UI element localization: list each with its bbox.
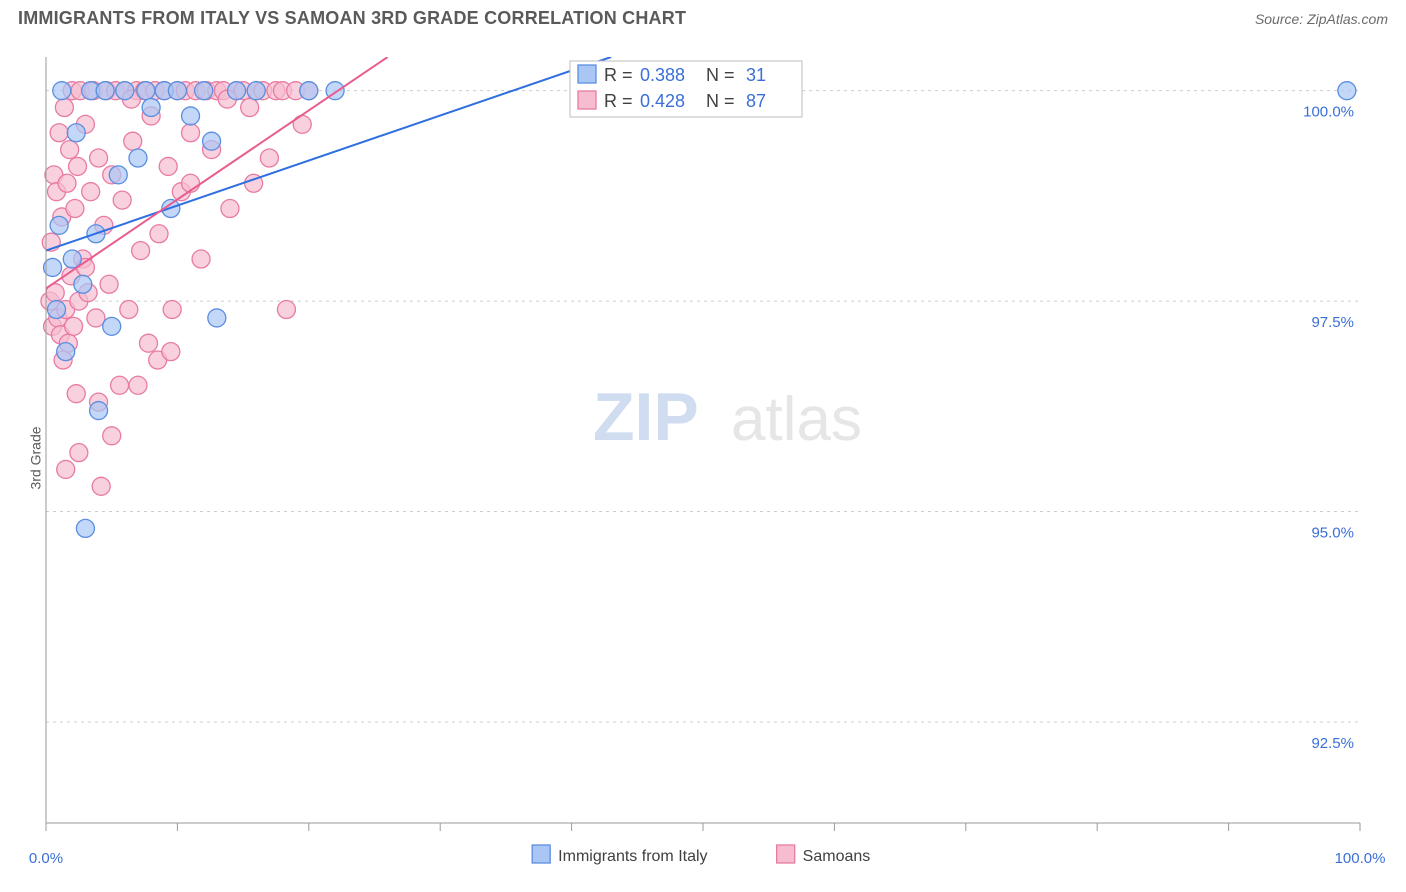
svg-text:0.0%: 0.0%: [29, 850, 63, 867]
svg-text:100.0%: 100.0%: [1303, 104, 1354, 121]
scatter-chart: 92.5% 95.0% 97.5% 100.0% ZIP atlas 0.0% 100.0% R…: [0, 33, 1406, 883]
svg-text:N =: N =: [706, 65, 735, 85]
svg-text:0.428: 0.428: [640, 91, 685, 111]
y-axis-label: 3rd Grade: [28, 426, 44, 489]
svg-text:ZIP: ZIP: [593, 379, 699, 455]
svg-text:atlas: atlas: [731, 385, 862, 454]
svg-text:31: 31: [746, 65, 766, 85]
svg-text:100.0%: 100.0%: [1335, 850, 1386, 867]
svg-text:87: 87: [746, 91, 766, 111]
svg-text:R =: R =: [604, 65, 633, 85]
svg-text:0.388: 0.388: [640, 65, 685, 85]
svg-text:R =: R =: [604, 91, 633, 111]
svg-text:N =: N =: [706, 91, 735, 111]
svg-text:Immigrants from Italy: Immigrants from Italy: [558, 848, 707, 865]
chart-source: Source: ZipAtlas.com: [1255, 11, 1388, 27]
svg-text:Samoans: Samoans: [803, 848, 871, 865]
svg-text:97.5%: 97.5%: [1311, 314, 1354, 331]
chart-header: IMMIGRANTS FROM ITALY VS SAMOAN 3RD GRAD…: [0, 0, 1406, 33]
svg-text:95.0%: 95.0%: [1311, 525, 1354, 542]
chart-title: IMMIGRANTS FROM ITALY VS SAMOAN 3RD GRAD…: [18, 8, 686, 29]
svg-text:92.5%: 92.5%: [1311, 735, 1354, 752]
chart-container: 3rd Grade 92.5% 95.0% 97.5% 100.0% ZIP atlas 0…: [0, 33, 1406, 883]
